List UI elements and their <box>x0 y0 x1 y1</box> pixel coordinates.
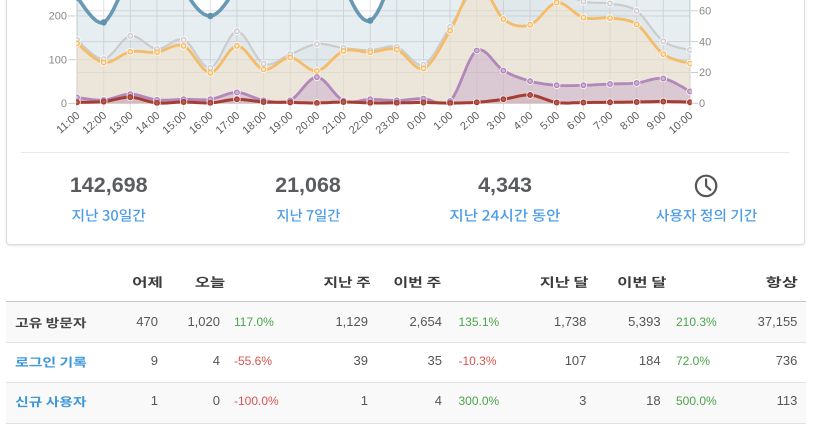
svg-text:3:00: 3:00 <box>485 110 509 133</box>
svg-text:19:00: 19:00 <box>267 110 296 137</box>
svg-text:10:00: 10:00 <box>667 110 696 137</box>
svg-text:20:00: 20:00 <box>294 110 323 137</box>
svg-text:11:00: 11:00 <box>54 110 82 137</box>
svg-text:14:00: 14:00 <box>134 110 163 137</box>
svg-text:22:00: 22:00 <box>347 110 376 137</box>
svg-text:12:00: 12:00 <box>81 110 110 137</box>
svg-text:2:00: 2:00 <box>458 110 482 133</box>
svg-text:1:00: 1:00 <box>432 110 456 133</box>
svg-text:4:00: 4:00 <box>512 110 536 133</box>
svg-text:16:00: 16:00 <box>187 110 216 137</box>
svg-text:23:00: 23:00 <box>374 110 403 137</box>
svg-text:21:00: 21:00 <box>320 110 349 137</box>
svg-text:20: 20 <box>699 67 711 79</box>
svg-text:13:00: 13:00 <box>107 110 136 137</box>
svg-text:0: 0 <box>699 98 705 110</box>
svg-text:17:00: 17:00 <box>214 110 243 137</box>
svg-text:200: 200 <box>49 11 67 23</box>
svg-text:15:00: 15:00 <box>160 110 189 137</box>
svg-text:9:00: 9:00 <box>645 110 669 133</box>
svg-text:5:00: 5:00 <box>538 110 562 133</box>
svg-text:6:00: 6:00 <box>565 110 589 133</box>
svg-text:7:00: 7:00 <box>591 110 615 133</box>
svg-text:60: 60 <box>699 6 711 18</box>
svg-text:8:00: 8:00 <box>618 110 642 133</box>
svg-text:0:00: 0:00 <box>405 110 429 133</box>
svg-text:0: 0 <box>61 98 67 110</box>
svg-text:40: 40 <box>699 36 711 48</box>
svg-text:100: 100 <box>49 54 67 66</box>
svg-text:18:00: 18:00 <box>240 110 269 137</box>
